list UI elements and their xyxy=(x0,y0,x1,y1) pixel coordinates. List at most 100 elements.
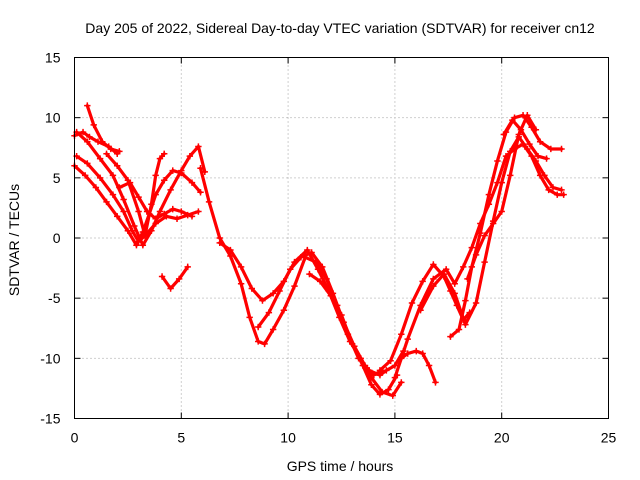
data-point xyxy=(348,340,356,348)
data-point xyxy=(139,242,147,249)
data-point xyxy=(442,266,450,273)
data-point xyxy=(304,246,311,254)
data-point xyxy=(287,266,294,273)
data-point xyxy=(391,362,399,369)
x-tick-label: 25 xyxy=(601,430,617,446)
data-point xyxy=(188,179,196,186)
data-point xyxy=(237,280,245,287)
data-point xyxy=(404,335,411,343)
data-point xyxy=(549,184,557,191)
data-point xyxy=(391,374,399,381)
data-point xyxy=(276,287,283,295)
data-point xyxy=(432,379,439,386)
data-point xyxy=(167,285,174,292)
data-point xyxy=(532,157,540,165)
series-track-16 xyxy=(417,133,565,328)
data-point xyxy=(419,350,426,357)
data-point xyxy=(500,131,508,138)
data-point xyxy=(291,282,298,290)
data-point xyxy=(558,145,565,153)
data-point xyxy=(536,138,544,145)
data-point xyxy=(425,362,433,369)
data-point xyxy=(109,191,117,198)
data-point xyxy=(417,307,424,314)
data-point xyxy=(447,333,454,340)
data-point xyxy=(84,102,91,109)
data-point xyxy=(560,191,567,198)
data-point xyxy=(133,242,140,249)
data-point xyxy=(413,347,420,355)
data-point xyxy=(297,254,305,261)
data-point xyxy=(103,198,110,206)
x-axis-label: GPS time / hours xyxy=(287,458,394,474)
data-point xyxy=(316,278,324,285)
data-point xyxy=(178,208,185,215)
data-point xyxy=(376,367,384,374)
data-point xyxy=(481,232,488,239)
series-line xyxy=(399,349,438,384)
data-point xyxy=(103,150,110,157)
data-point xyxy=(526,140,533,148)
data-point xyxy=(216,239,223,247)
data-point xyxy=(338,311,345,319)
series-line xyxy=(74,130,207,247)
data-point xyxy=(158,273,166,280)
data-point xyxy=(156,208,164,215)
data-point xyxy=(84,138,91,145)
data-point xyxy=(451,280,458,287)
data-point xyxy=(96,155,104,162)
data-point xyxy=(430,275,437,283)
data-point xyxy=(507,148,514,155)
data-point xyxy=(156,155,164,162)
series-line xyxy=(448,113,564,339)
series-track-12 xyxy=(306,270,401,398)
data-point xyxy=(387,357,394,364)
data-point xyxy=(455,326,463,333)
data-point xyxy=(161,177,168,184)
y-tick-label: 10 xyxy=(45,110,61,126)
y-tick-label: -5 xyxy=(48,290,61,306)
series-track-5 xyxy=(84,102,123,155)
data-point xyxy=(430,282,437,290)
data-point xyxy=(161,210,168,218)
data-point xyxy=(462,321,469,328)
data-point xyxy=(485,191,493,198)
data-point xyxy=(498,208,505,215)
data-point xyxy=(547,145,555,153)
data-point xyxy=(79,128,87,136)
data-point xyxy=(141,232,149,239)
y-tick-label: -15 xyxy=(40,411,60,427)
data-point xyxy=(440,270,448,278)
data-point xyxy=(143,208,151,215)
series-track-6 xyxy=(103,150,168,239)
data-point xyxy=(472,251,480,259)
series-track-18 xyxy=(464,112,540,283)
data-point xyxy=(96,174,104,182)
data-point xyxy=(543,155,550,162)
data-point xyxy=(554,191,561,198)
data-point xyxy=(370,371,377,379)
data-point xyxy=(319,263,326,271)
data-point xyxy=(389,392,396,399)
data-point xyxy=(515,131,522,138)
data-point xyxy=(227,246,234,254)
data-point xyxy=(120,208,127,215)
data-point xyxy=(120,196,127,203)
data-point xyxy=(246,314,253,321)
data-point xyxy=(534,152,542,160)
data-point xyxy=(359,362,367,369)
series-track-19 xyxy=(500,116,550,162)
data-point xyxy=(84,160,91,167)
x-tick-label: 20 xyxy=(494,430,510,446)
chart-title: Day 205 of 2022, Sidereal Day-to-day VTE… xyxy=(85,20,595,36)
series-line xyxy=(198,166,405,377)
data-point xyxy=(169,167,176,174)
data-point xyxy=(175,275,183,283)
data-point xyxy=(558,186,565,194)
data-point xyxy=(265,309,273,316)
data-point xyxy=(169,205,176,213)
y-tick-label: 15 xyxy=(45,50,61,66)
data-point xyxy=(248,285,255,292)
y-tick-label: -10 xyxy=(40,350,60,366)
